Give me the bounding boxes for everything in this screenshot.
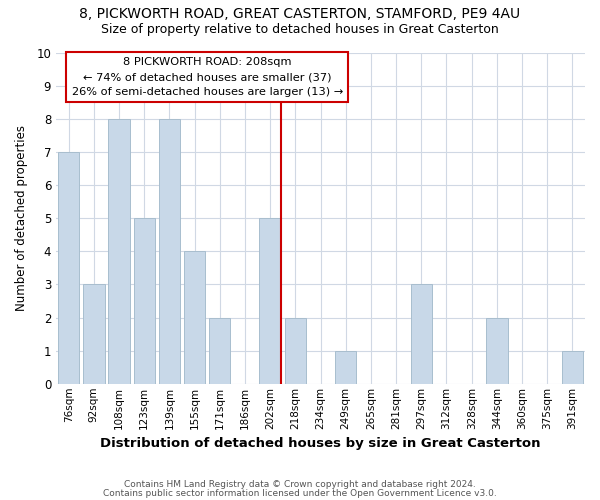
- Bar: [58, 152, 79, 384]
- Bar: [284, 318, 306, 384]
- Text: 8 PICKWORTH ROAD: 208sqm
← 74% of detached houses are smaller (37)
26% of semi-d: 8 PICKWORTH ROAD: 208sqm ← 74% of detach…: [71, 58, 343, 97]
- Bar: [486, 318, 508, 384]
- Y-axis label: Number of detached properties: Number of detached properties: [15, 125, 28, 311]
- Text: Size of property relative to detached houses in Great Casterton: Size of property relative to detached ho…: [101, 22, 499, 36]
- X-axis label: Distribution of detached houses by size in Great Casterton: Distribution of detached houses by size …: [100, 437, 541, 450]
- Bar: [410, 284, 432, 384]
- Text: Contains public sector information licensed under the Open Government Licence v3: Contains public sector information licen…: [103, 488, 497, 498]
- Text: Contains HM Land Registry data © Crown copyright and database right 2024.: Contains HM Land Registry data © Crown c…: [124, 480, 476, 489]
- Bar: [109, 119, 130, 384]
- Bar: [159, 119, 180, 384]
- Bar: [209, 318, 230, 384]
- Bar: [335, 350, 356, 384]
- Bar: [562, 350, 583, 384]
- Bar: [259, 218, 281, 384]
- Text: 8, PICKWORTH ROAD, GREAT CASTERTON, STAMFORD, PE9 4AU: 8, PICKWORTH ROAD, GREAT CASTERTON, STAM…: [79, 8, 521, 22]
- Bar: [134, 218, 155, 384]
- Bar: [184, 252, 205, 384]
- Bar: [83, 284, 104, 384]
